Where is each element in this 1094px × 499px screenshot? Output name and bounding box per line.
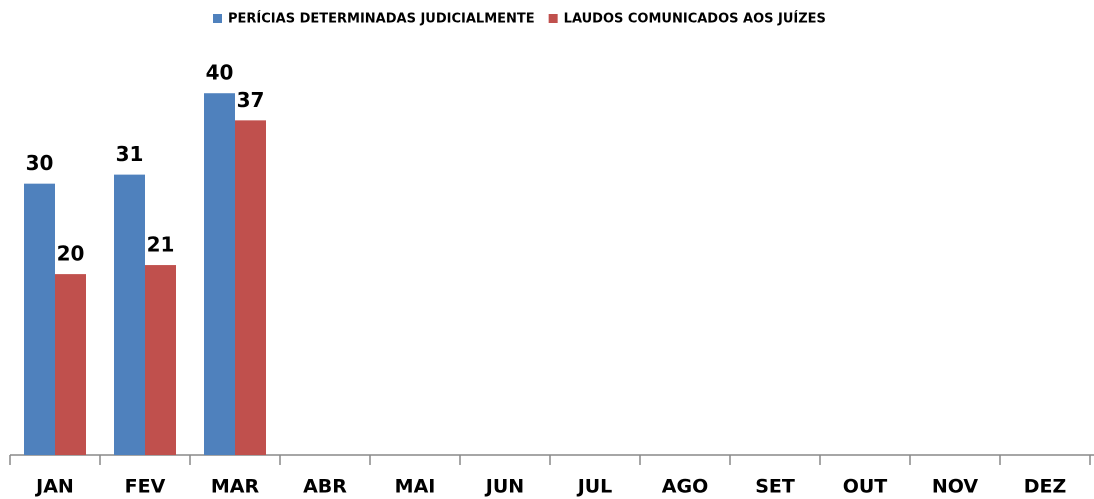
legend-label: LAUDOS COMUNICADOS AOS JUÍZES [564, 11, 826, 27]
legend-label: PERÍCIAS DETERMINADAS JUDICIALMENTE [228, 11, 535, 27]
x-tick-label: JUL [576, 476, 613, 498]
x-tick-label: ABR [303, 476, 347, 498]
x-tick-label: SET [755, 476, 795, 498]
x-tick-label: DEZ [1024, 476, 1067, 498]
x-tick-label: NOV [932, 476, 979, 498]
x-tick-label: MAI [395, 476, 436, 498]
bar [145, 265, 176, 455]
value-label: 37 [237, 88, 265, 112]
value-label: 30 [26, 151, 54, 175]
x-tick-label: JAN [34, 476, 74, 498]
x-tick-label: MAR [211, 476, 260, 498]
bar [235, 120, 266, 455]
bar [55, 274, 86, 455]
x-tick-label: FEV [125, 476, 166, 498]
bar [114, 174, 145, 455]
bar [204, 93, 235, 455]
x-tick-label: JUN [484, 476, 524, 498]
x-tick-label: AGO [662, 476, 708, 498]
value-label: 20 [57, 242, 85, 266]
x-tick-label: OUT [843, 476, 888, 498]
value-label: 31 [116, 142, 144, 166]
legend-swatch [213, 14, 222, 23]
bar [24, 183, 55, 455]
value-label: 40 [206, 61, 234, 85]
value-label: 21 [147, 233, 175, 257]
legend-swatch [548, 14, 558, 23]
